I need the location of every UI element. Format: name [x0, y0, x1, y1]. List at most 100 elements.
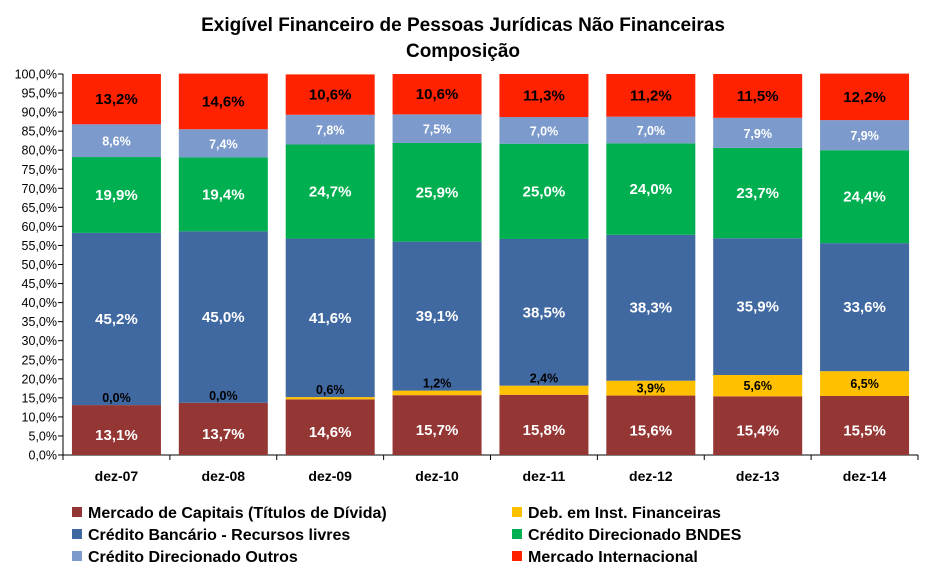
x-tick-label: dez-10	[415, 468, 459, 484]
legend-item: Crédito Bancário - Recursos livres	[72, 527, 350, 544]
data-label: 38,5%	[523, 304, 566, 321]
y-tick-label: 100,0%	[15, 68, 57, 82]
data-label: 11,3%	[523, 88, 565, 105]
bar-segment	[606, 143, 696, 235]
x-tick-label: dez-12	[629, 468, 673, 484]
data-label: 1,2%	[423, 377, 452, 391]
data-label: 7,5%	[423, 123, 452, 137]
data-label: 24,4%	[843, 189, 886, 206]
bar-segment	[820, 73, 910, 121]
data-label: 5,6%	[743, 379, 772, 393]
data-label: 7,8%	[316, 124, 345, 138]
y-tick-label: 65,0%	[22, 201, 57, 215]
bar-segment	[606, 116, 696, 144]
bar-segment	[499, 143, 589, 239]
y-tick-label: 0,0%	[29, 449, 58, 463]
bar-segment	[178, 231, 268, 403]
data-label: 6,5%	[850, 377, 879, 391]
data-labels: 13,1% 0,0% 45,2% 19,9% 8,6% 13,2% 13,7% 0,0% 45,…	[95, 86, 886, 444]
y-tick-label: 20,0%	[22, 372, 57, 386]
bars	[71, 73, 910, 455]
data-label: 33,6%	[843, 299, 886, 316]
bar-segment	[713, 374, 803, 397]
bar-segment	[392, 114, 482, 143]
legend-swatch	[512, 529, 522, 539]
legend: Mercado de Capitais (Títulos de Dívida) D…	[72, 505, 742, 566]
bar-segment	[713, 147, 803, 239]
data-label: 3,9%	[637, 382, 666, 396]
data-label: 13,2%	[95, 91, 138, 108]
bar-segment	[285, 114, 375, 145]
data-label: 38,3%	[630, 300, 673, 317]
bar-segment	[392, 241, 482, 391]
legend-swatch	[512, 551, 522, 561]
y-tick-label: 5,0%	[29, 429, 58, 443]
y-tick-label: 15,0%	[22, 391, 57, 405]
x-tick-label: dez-08	[202, 468, 246, 484]
data-label: 11,2%	[630, 87, 672, 104]
legend-swatch	[512, 507, 522, 517]
data-label: 24,7%	[309, 184, 352, 201]
data-label: 10,6%	[416, 86, 459, 103]
chart-subtitle: Composição	[406, 41, 520, 62]
data-label: 14,6%	[202, 93, 245, 110]
legend-label: Crédito Bancário - Recursos livres	[88, 527, 350, 544]
legend-label: Crédito Direcionado Outros	[88, 549, 298, 566]
data-label: 7,0%	[530, 124, 559, 138]
data-label: 19,9%	[95, 187, 138, 204]
data-label: 13,1%	[95, 427, 138, 444]
chart-title: Exigível Financeiro de Pessoas Jurídicas…	[201, 15, 725, 36]
data-label: 7,0%	[637, 124, 666, 138]
bar-segment	[71, 74, 161, 125]
data-label: 7,9%	[743, 127, 772, 141]
y-tick-label: 55,0%	[22, 239, 57, 253]
data-label: 45,0%	[202, 309, 245, 326]
bar-segment	[820, 371, 910, 396]
data-label: 14,6%	[309, 424, 352, 441]
data-label: 15,6%	[630, 422, 673, 439]
data-label: 45,2%	[95, 311, 138, 328]
y-tick-label: 35,0%	[22, 315, 57, 329]
y-tick-label: 80,0%	[22, 144, 57, 158]
bar-segment	[285, 238, 375, 398]
data-label: 15,5%	[843, 422, 886, 439]
bar-segment	[713, 117, 803, 148]
bar-segment	[285, 397, 375, 400]
bar-segment	[499, 238, 589, 386]
bar-segment	[499, 117, 589, 144]
bar-segment	[499, 394, 589, 455]
data-label: 25,0%	[523, 183, 566, 200]
legend-label: Deb. em Inst. Financeiras	[528, 505, 721, 522]
bar-segment	[820, 120, 910, 151]
axes: 0,0% 5,0% 10,0% 15,0% 20,0% 25,0% 30,0% 35,0% 40…	[15, 68, 919, 484]
bar-segment	[820, 395, 910, 455]
data-label: 15,4%	[736, 423, 779, 440]
legend-item: Mercado de Capitais (Títulos de Dívida)	[72, 505, 387, 522]
data-label: 13,7%	[202, 426, 245, 443]
legend-label: Crédito Direcionado BNDES	[528, 527, 742, 544]
bar-segment	[178, 129, 268, 158]
y-tick-label: 75,0%	[22, 163, 57, 177]
bar-segment	[713, 238, 803, 375]
x-tick-label: dez-09	[308, 468, 352, 484]
y-tick-label: 45,0%	[22, 277, 57, 291]
legend-swatch	[72, 529, 82, 539]
data-label: 8,6%	[102, 135, 131, 149]
data-label: 35,9%	[736, 299, 779, 316]
y-tick-label: 95,0%	[22, 87, 57, 101]
y-tick-label: 30,0%	[22, 334, 57, 348]
data-label: 7,9%	[850, 129, 879, 143]
bar-segment	[820, 150, 910, 244]
bar-segment	[285, 74, 375, 115]
data-label: 25,9%	[416, 184, 459, 201]
data-label: 11,5%	[737, 88, 779, 105]
y-tick-label: 10,0%	[22, 410, 57, 424]
bar-segment	[713, 74, 803, 118]
bar-segment	[285, 144, 375, 239]
bar-segment	[820, 243, 910, 372]
data-label: 15,7%	[416, 422, 459, 439]
bar-segment	[713, 396, 803, 455]
data-label: 24,0%	[630, 181, 673, 198]
